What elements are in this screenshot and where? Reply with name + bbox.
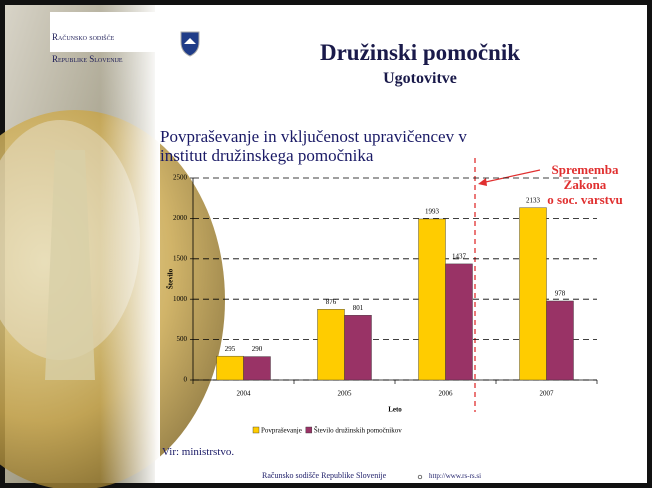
legend-swatch	[253, 427, 259, 433]
y-tick-label: 0	[184, 376, 188, 384]
x-tick-label: 2007	[540, 390, 555, 398]
value-label: 801	[353, 304, 364, 312]
bar	[419, 219, 446, 380]
bar	[520, 208, 547, 380]
x-axis-label: Leto	[388, 406, 402, 414]
x-tick-label: 2006	[439, 390, 454, 398]
logo-text: Računsko sodišče Republike Slovenije	[52, 21, 123, 76]
bar	[446, 264, 473, 380]
y-tick-label: 1500	[173, 254, 188, 262]
value-label: 1993	[425, 208, 440, 216]
y-tick-label: 2000	[173, 214, 188, 222]
bar	[318, 309, 345, 380]
x-tick-label: 2005	[338, 390, 353, 398]
y-tick-label: 500	[177, 335, 188, 343]
y-axis-label: Število	[167, 268, 175, 289]
legend-label: Število družinskih pomočnikov	[314, 427, 402, 435]
slide-subtitle: Ugotovitve	[230, 70, 610, 88]
bar	[547, 301, 574, 380]
x-tick-label: 2004	[237, 390, 252, 398]
value-label: 295	[225, 345, 236, 353]
footer-org: Računsko sodišče Republike Slovenije	[262, 471, 386, 480]
slide: 0 500 1000 1500 2000 2500 2004 295 290 2005 876 801…	[0, 0, 652, 488]
value-label: 290	[252, 345, 263, 353]
value-label: 978	[555, 290, 566, 298]
bar	[217, 356, 244, 380]
legend-label: Povpraševanje	[261, 427, 302, 435]
annotation: Sprememba Zakona o soc. varstvu	[520, 162, 650, 207]
value-label: 1437	[452, 252, 467, 260]
logo-line: Računsko sodišče	[52, 32, 123, 43]
legend-swatch	[306, 427, 312, 433]
footer-url: http://www.rs-rs.si	[429, 472, 481, 480]
y-tick-label: 1000	[173, 295, 188, 303]
slide-title: Družinski pomočnik	[230, 40, 610, 66]
bar	[345, 315, 372, 380]
y-tick-label: 2500	[173, 174, 188, 182]
logo-line: Republike Slovenije	[52, 54, 123, 65]
bar	[244, 357, 271, 380]
value-label: 876	[326, 298, 337, 306]
source: Vir: ministrstvo.	[162, 446, 234, 458]
chart-title: Povpraševanje in vključenost upravičence…	[160, 127, 467, 165]
